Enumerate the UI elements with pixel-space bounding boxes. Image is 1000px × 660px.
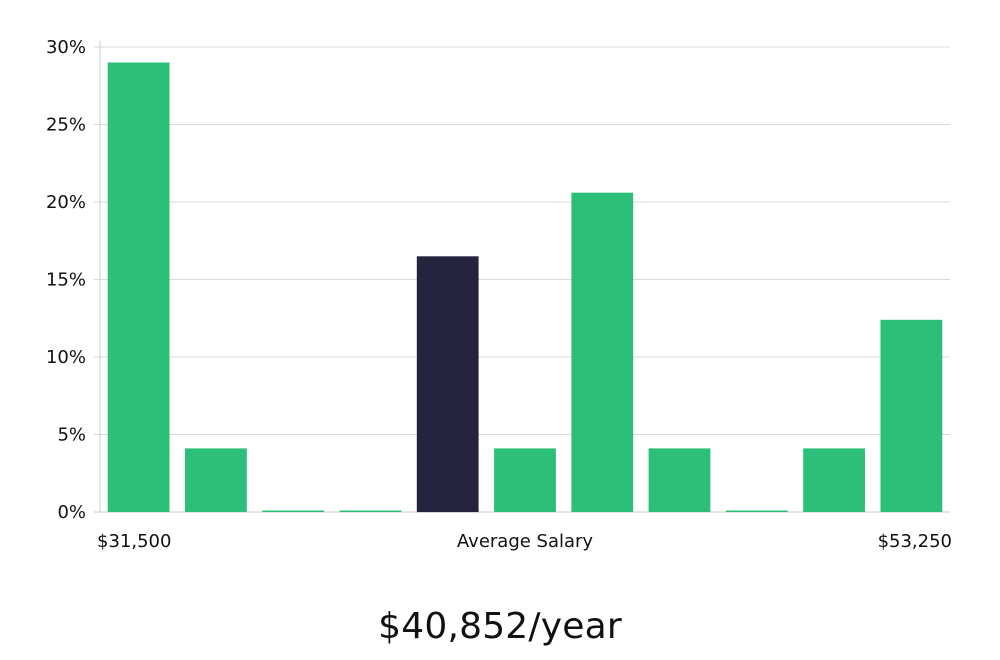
average-salary-value: $40,852/year — [378, 606, 622, 647]
y-tick-label: 15% — [46, 270, 86, 291]
y-tick-label: 5% — [57, 425, 86, 446]
bar-3 — [262, 510, 325, 512]
y-tick-label: 10% — [46, 347, 86, 368]
bar-9 — [725, 510, 788, 512]
grid-lines — [94, 46, 950, 513]
bar-8 — [648, 448, 711, 512]
x-label-average: Average Salary — [457, 531, 594, 552]
y-axis-ticks: 0% 5% 10% 15% 20% 25% 30% — [46, 37, 86, 523]
bar-7 — [571, 192, 634, 512]
bar-1 — [107, 62, 170, 512]
bar-6 — [494, 448, 556, 512]
y-tick-label: 20% — [46, 192, 86, 213]
x-label-min: $31,500 — [97, 531, 171, 552]
bar-4 — [339, 510, 402, 512]
bars — [107, 62, 943, 513]
y-tick-label: 0% — [57, 502, 86, 523]
salary-histogram: 0% 5% 10% 15% 20% 25% 30% $31,500 Average Sala… — [46, 37, 952, 552]
bar-10 — [803, 448, 865, 512]
y-tick-label: 25% — [46, 115, 86, 136]
x-label-max: $53,250 — [878, 531, 952, 552]
bar-2 — [185, 448, 247, 512]
bar-11 — [880, 319, 943, 512]
y-tick-label: 30% — [46, 37, 86, 58]
bar-highlight-average — [416, 256, 479, 513]
